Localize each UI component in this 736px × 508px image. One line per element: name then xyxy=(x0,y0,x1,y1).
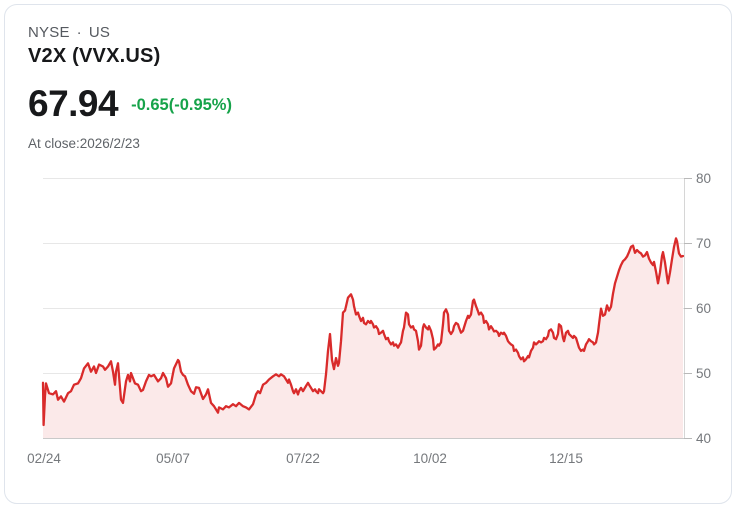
stock-quote-card: NYSE · US V2X (VVX.US) 67.94 -0.65(-0.95%)… xyxy=(4,4,732,504)
y-tick-label-70: 70 xyxy=(696,236,712,251)
gridline-60 xyxy=(43,308,684,309)
gridline-80 xyxy=(43,178,684,179)
exchange-region-row: NYSE · US xyxy=(28,23,110,43)
price-chart[interactable]: 80 70 60 50 40 02/24 05/07 07/22 10/02 12/15 xyxy=(27,171,711,466)
x-tick-label-07-22: 07/22 xyxy=(286,451,320,466)
y-tick xyxy=(684,178,692,179)
y-tick-label-80: 80 xyxy=(696,171,712,186)
separator-dot: · xyxy=(76,24,82,41)
price-value: 67.94 xyxy=(28,83,119,124)
stock-title: V2X (VVX.US) xyxy=(28,45,161,67)
price-row: 67.94 -0.65(-0.95%) xyxy=(28,83,232,125)
region-label: US xyxy=(88,24,111,41)
y-tick-label-50: 50 xyxy=(696,366,712,381)
y-tick-label-40: 40 xyxy=(696,431,712,446)
price-change: -0.65(-0.95%) xyxy=(131,95,232,114)
x-tick-label-12-15: 12/15 xyxy=(549,451,583,466)
x-tick-label-10-02: 10/02 xyxy=(413,451,447,466)
y-tick xyxy=(684,243,692,244)
price-line xyxy=(41,237,685,427)
x-tick-label-05-07: 05/07 xyxy=(156,451,190,466)
gridline-40 xyxy=(43,438,684,439)
x-tick-label-02-24: 02/24 xyxy=(27,451,61,466)
chart-area-fill xyxy=(43,238,683,438)
y-tick xyxy=(684,438,692,439)
exchange-label: NYSE xyxy=(28,24,70,41)
y-tick-label-60: 60 xyxy=(696,301,712,316)
y-tick xyxy=(684,373,692,374)
close-time-label: At close:2026/2/23 xyxy=(28,136,140,151)
y-tick xyxy=(684,308,692,309)
gridline-70 xyxy=(43,243,684,244)
